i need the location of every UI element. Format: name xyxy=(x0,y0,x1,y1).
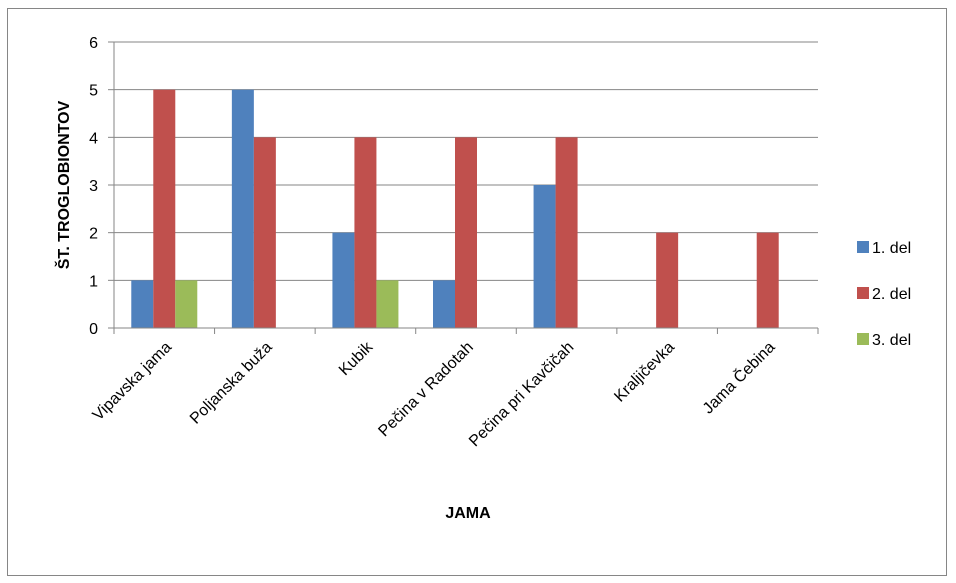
x-tick-label: Pečina pri Kavčičah xyxy=(466,339,577,450)
x-tick-labels: Vipavska jama Poljanska buža Kubik Pečina v… xyxy=(90,328,819,450)
legend-swatch xyxy=(857,287,869,299)
bar-1-del xyxy=(533,185,556,328)
bar-2-del xyxy=(756,232,779,328)
legend-swatch xyxy=(857,333,869,345)
bar-2-del xyxy=(455,137,477,328)
legend-label: 1. del xyxy=(872,240,911,257)
x-tick-label: Kubik xyxy=(336,338,377,379)
legend-label: 3. del xyxy=(872,332,911,349)
bar-1-del xyxy=(433,280,455,328)
gridlines xyxy=(114,41,818,281)
bar-1-del xyxy=(231,89,254,329)
bar-2-del xyxy=(153,89,176,329)
y-axis-title: ŠT. TROGLOBIONTOV xyxy=(54,100,73,269)
bar-3-del xyxy=(175,280,198,328)
y-tick-label: 2 xyxy=(89,226,98,243)
bar-1-del xyxy=(332,232,355,328)
legend-label: 2. del xyxy=(872,286,911,303)
y-tick-label: 3 xyxy=(89,178,98,195)
legend: 1. del 2. del 3. del xyxy=(857,240,911,349)
y-tick-label: 5 xyxy=(89,83,98,100)
legend-swatch xyxy=(857,241,869,253)
x-tick-label: Jama Čebina xyxy=(698,337,778,417)
bar-3-del xyxy=(376,280,399,328)
x-axis-title: JAMA xyxy=(445,505,491,522)
bar-1-del xyxy=(131,280,154,328)
bar-2-del xyxy=(555,137,578,328)
x-tick-label: Poljanska buža xyxy=(187,339,276,428)
y-tick-label: 4 xyxy=(89,130,98,147)
y-tick-label: 6 xyxy=(89,35,98,52)
bars xyxy=(131,89,779,329)
y-tick-label: 0 xyxy=(89,321,98,338)
y-tick-labels: 0 1 2 3 4 5 6 xyxy=(89,35,114,338)
bar-2-del xyxy=(656,232,679,328)
x-tick-label: Kraljičevka xyxy=(611,339,678,406)
y-tick-label: 1 xyxy=(89,273,98,290)
bar-2-del xyxy=(354,137,377,328)
x-tick-label: Vipavska jama xyxy=(90,339,175,424)
x-tick-label: Pečina v Radotah xyxy=(375,339,476,440)
bar-2-del xyxy=(253,137,276,328)
